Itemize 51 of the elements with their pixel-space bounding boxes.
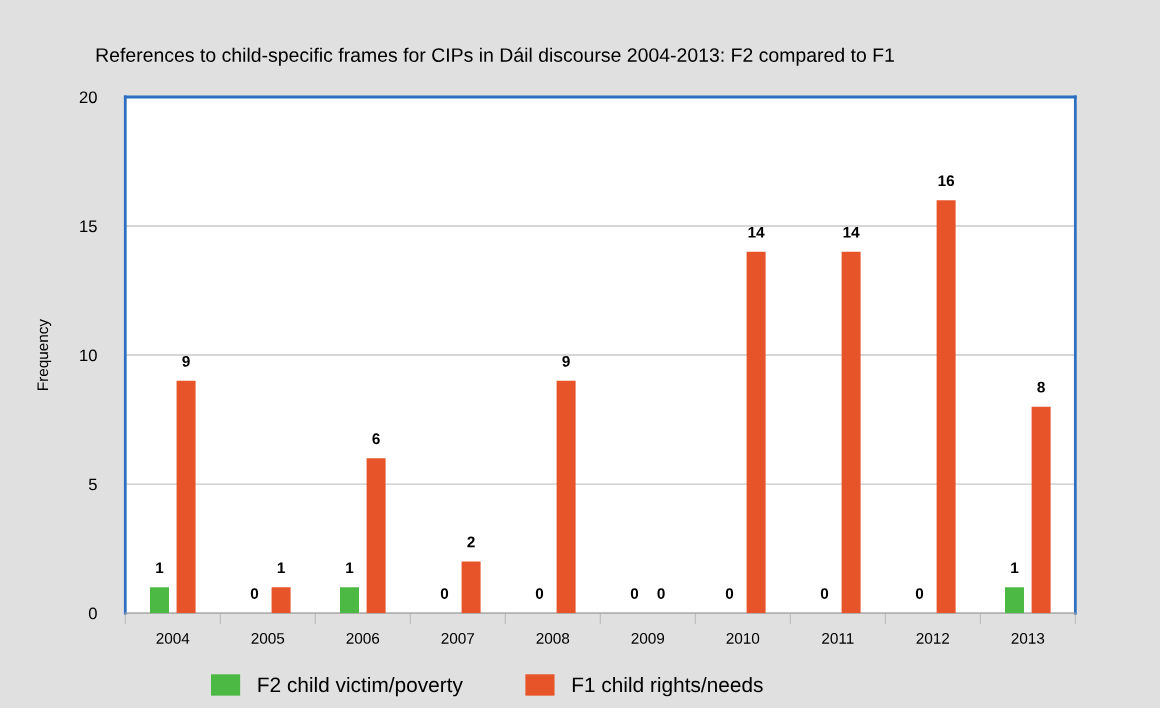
legend-label: F2 child victim/poverty [258,676,463,697]
data-label: 16 [938,175,955,187]
data-label: 0 [630,588,639,599]
bar [461,561,481,614]
x-tick-label: 2008 [536,632,570,644]
data-label: 1 [277,562,285,574]
data-label: 1 [156,562,164,574]
x-tick-label: 2005 [251,632,285,644]
data-label: 9 [562,355,570,367]
bar [841,251,861,614]
bar [1005,587,1025,614]
data-label: 0 [250,588,259,599]
y-axis-title: Frequency [37,319,52,390]
y-tick-label: 0 [88,607,97,620]
bar [271,587,291,614]
x-tick-label: 2012 [916,632,950,644]
bar [366,458,386,614]
bar [1031,406,1051,614]
bar [176,380,196,614]
x-tick-label: 2010 [726,632,760,644]
bar [556,380,576,614]
data-label: 8 [1037,381,1045,393]
x-tick-label: 2013 [1011,632,1045,644]
data-label: 6 [372,433,380,445]
data-label: 0 [657,588,665,599]
x-tick-label: 2009 [631,632,665,644]
bar [746,251,766,614]
x-tick-label: 2006 [346,632,380,644]
data-label: 0 [820,588,829,599]
x-tick-label: 2004 [156,632,190,644]
data-label: 9 [182,355,190,367]
bar [936,200,956,614]
data-label: 1 [1011,562,1019,574]
chart-title: References to child-specific frames for CIPs in Dáil discourse 2004-2013: F2 compared to F1 [96,47,894,66]
x-tick-label: 2007 [441,632,475,644]
data-label: 14 [843,227,860,238]
y-tick-label: 10 [80,349,97,362]
data-label: 14 [748,227,765,238]
data-label: 0 [535,588,544,599]
legend-label: F1 child rights/needs [572,676,763,697]
data-label: 2 [467,536,475,548]
data-label: 1 [346,562,354,574]
x-tick-label: 2011 [822,632,854,644]
bar [339,587,359,614]
data-label: 0 [440,588,449,599]
y-tick-label: 20 [79,91,97,104]
bar [149,587,169,614]
data-label: 0 [915,588,924,599]
data-label: 0 [725,588,734,599]
y-tick-label: 15 [80,220,97,233]
y-tick-label: 5 [88,478,97,491]
